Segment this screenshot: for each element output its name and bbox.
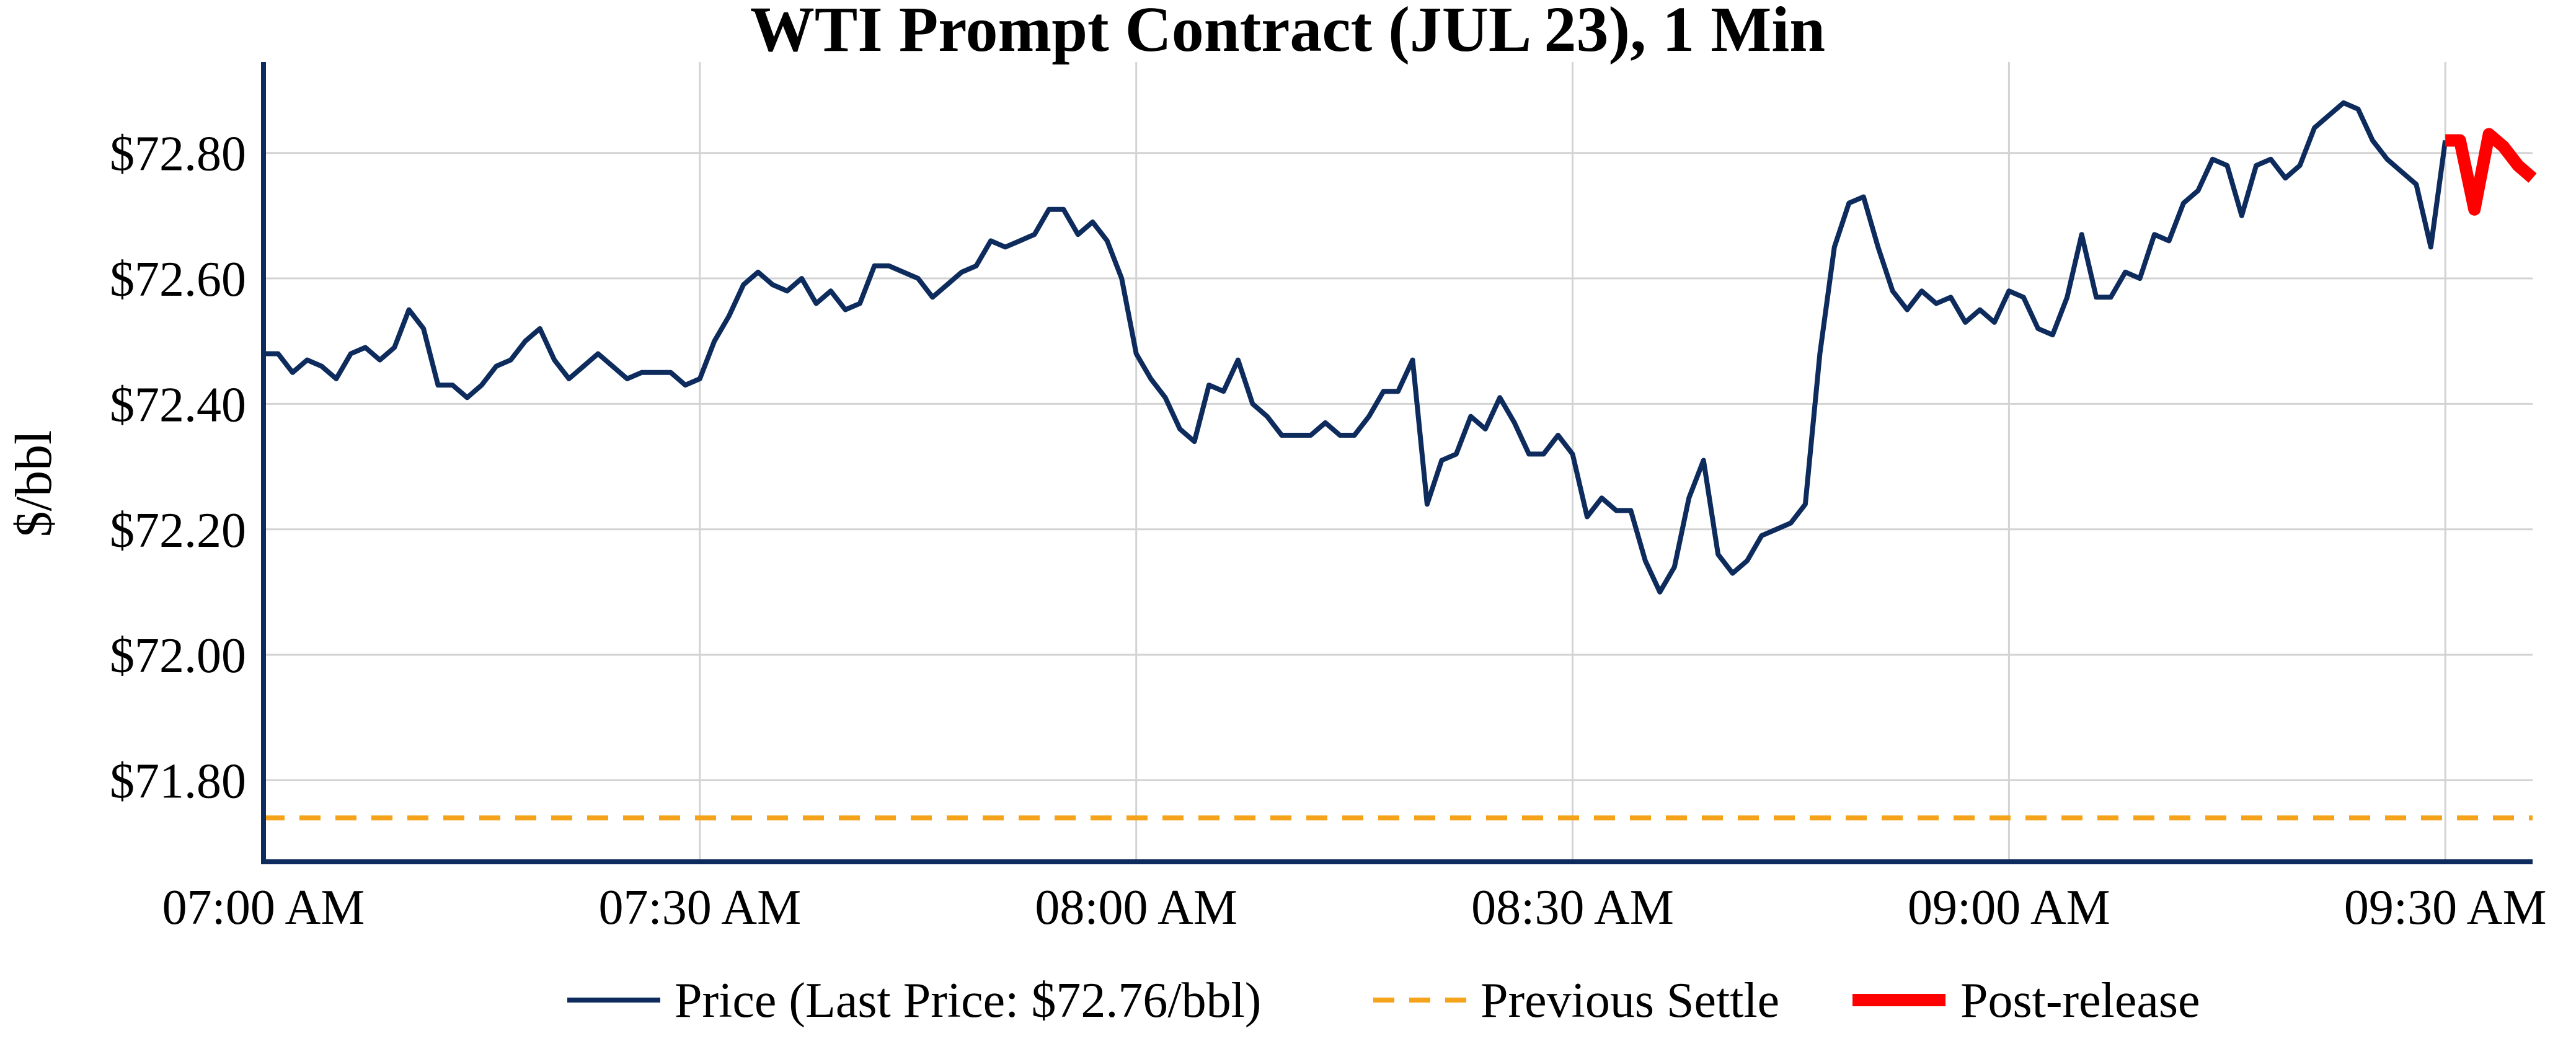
post-release-series-line [2445, 128, 2537, 216]
chart-title: WTI Prompt Contract (JUL 23), 1 Min [750, 0, 1825, 65]
x-tick-label: 07:00 AM [162, 880, 365, 935]
y-axis-label: $/bbl [5, 430, 63, 538]
y-tick-label: $72.80 [110, 127, 246, 182]
x-tick-label: 08:00 AM [1035, 880, 1237, 935]
y-tick-label: $71.80 [110, 754, 246, 808]
series-layer [263, 100, 2537, 821]
legend-label-post-release: Post-release [1960, 973, 2200, 1028]
legend-label-price: Price (Last Price: $72.76/bbl) [675, 973, 1261, 1028]
y-tick-label: $72.00 [110, 629, 246, 683]
y-gridlines [263, 152, 2533, 781]
x-tick-label: 08:30 AM [1471, 880, 1674, 935]
x-tick-label: 09:00 AM [1908, 880, 2110, 935]
x-tick-label: 07:30 AM [598, 880, 801, 935]
x-tick-label: 09:30 AM [2344, 880, 2547, 935]
y-tick-label: $72.60 [110, 252, 246, 307]
price-series-line [263, 100, 2448, 595]
y-tick-label: $72.20 [110, 503, 246, 558]
legend-label-previous-settle: Previous Settle [1481, 973, 1779, 1028]
y-tick-label: $72.40 [110, 378, 246, 432]
legend: Price (Last Price: $72.76/bbl) Previous … [567, 973, 2200, 1028]
x-tick-labels: 07:00 AM 07:30 AM 08:00 AM 08:30 AM 09:00 AM… [162, 880, 2547, 935]
y-tick-labels: $71.80 $72.00 $72.20 $72.40 $72.60 $72.80 [110, 127, 246, 809]
